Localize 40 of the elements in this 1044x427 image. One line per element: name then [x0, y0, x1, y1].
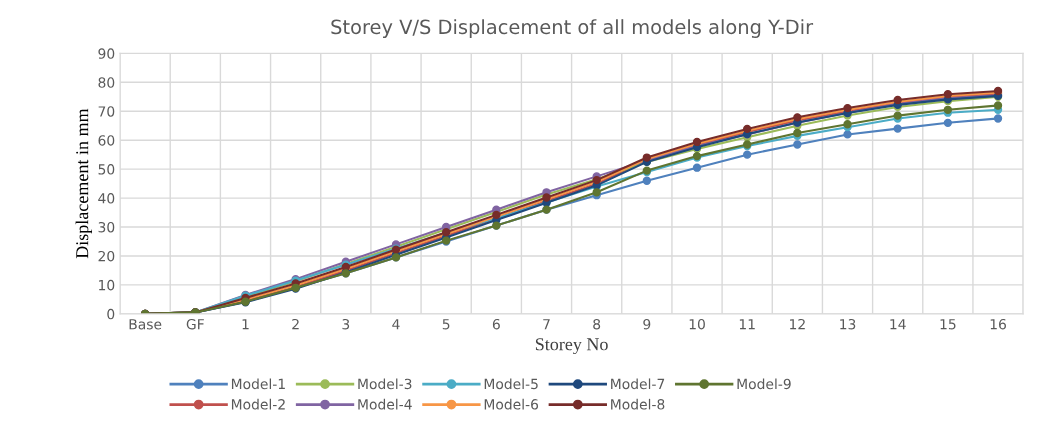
y-tick-label: 90: [98, 48, 115, 59]
x-tick-label: 3: [342, 318, 350, 330]
x-tick-label: 10: [689, 318, 705, 330]
y-tick-label: 80: [98, 77, 115, 88]
chart-title: Storey V/S Displacement of all models along Y-Dir: [331, 19, 814, 38]
legend-label: Model-7: [611, 378, 665, 390]
y-tick-label: 20: [98, 250, 115, 262]
legend-label: Model-5: [484, 378, 538, 390]
x-tick-label: 11: [739, 319, 755, 330]
y-tick-label: 10: [99, 279, 115, 291]
x-tick-label: 13: [840, 318, 856, 330]
x-axis-title: Storey No: [535, 338, 608, 355]
legend-label: Model-1: [231, 378, 285, 390]
x-tick-label: 1: [242, 319, 249, 330]
y-tick-label: 70: [98, 106, 115, 117]
x-tick-label: 15: [940, 319, 956, 330]
x-tick-label: GF: [186, 318, 204, 330]
legend-label: Model-4: [358, 398, 412, 410]
y-tick-label: 30: [98, 221, 115, 233]
x-tick-label: 16: [990, 318, 1006, 330]
x-tick-label: 12: [790, 318, 805, 330]
legend-label: Model-9: [737, 378, 791, 390]
x-tick-label: 8: [593, 318, 601, 330]
x-tick-label: 9: [643, 318, 651, 330]
legend-label: Model-8: [611, 398, 665, 410]
legend-label: Model-6: [484, 398, 539, 410]
y-axis-title: Displacement in mm: [75, 108, 92, 259]
legend-label: Model-2: [231, 398, 285, 410]
y-tick-label: 0: [107, 308, 115, 320]
y-tick-label: 60: [98, 135, 115, 146]
y-tick-label: 50: [98, 164, 115, 175]
x-tick-label: 6: [492, 318, 500, 330]
x-tick-label: 7: [543, 319, 550, 330]
y-tick-label: 40: [98, 193, 115, 204]
x-tick-label: 2: [292, 318, 299, 330]
legend-label: Model-3: [358, 378, 412, 390]
x-tick-label: 5: [442, 319, 450, 330]
x-tick-label: 14: [890, 319, 906, 330]
x-tick-label: 4: [392, 319, 400, 330]
x-tick-label: Base: [129, 319, 162, 330]
